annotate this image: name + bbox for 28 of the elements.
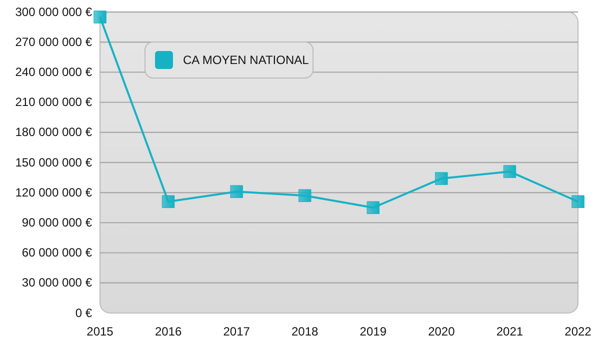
y-tick-label: 240 000 000 € — [15, 65, 92, 80]
x-tick-label: 2022 — [564, 324, 592, 339]
y-tick-label: 150 000 000 € — [15, 155, 92, 170]
y-tick-label: 0 € — [75, 306, 92, 320]
x-tick-label: 2018 — [292, 324, 319, 339]
y-tick-label: 210 000 000 € — [15, 95, 92, 110]
y-tick-label: 90 000 000 € — [22, 216, 92, 230]
point — [503, 165, 516, 178]
point — [435, 172, 448, 185]
y-tick-label: 30 000 000 € — [22, 276, 92, 290]
point — [162, 195, 175, 208]
x-tick-label: 2021 — [496, 324, 524, 339]
x-tick-label: 2019 — [360, 324, 387, 339]
y-tick-label: 120 000 000 € — [15, 185, 92, 200]
x-tick-label: 2017 — [223, 324, 250, 339]
legend-label: CA MOYEN NATIONAL — [183, 53, 310, 67]
x-tick-label: 2016 — [154, 324, 182, 339]
y-tick-label: 270 000 000 € — [15, 34, 92, 49]
point — [366, 201, 380, 214]
y-tick-label: 180 000 000 € — [15, 125, 92, 140]
x-tick-label: 2020 — [428, 324, 456, 339]
point — [572, 195, 584, 208]
point — [94, 10, 106, 24]
y-tick-label: 300 000 000 € — [15, 4, 92, 19]
y-tick-label: 60 000 000 € — [22, 246, 92, 260]
point — [298, 189, 312, 202]
x-tick-label: 2015 — [86, 324, 114, 339]
point — [230, 185, 243, 198]
